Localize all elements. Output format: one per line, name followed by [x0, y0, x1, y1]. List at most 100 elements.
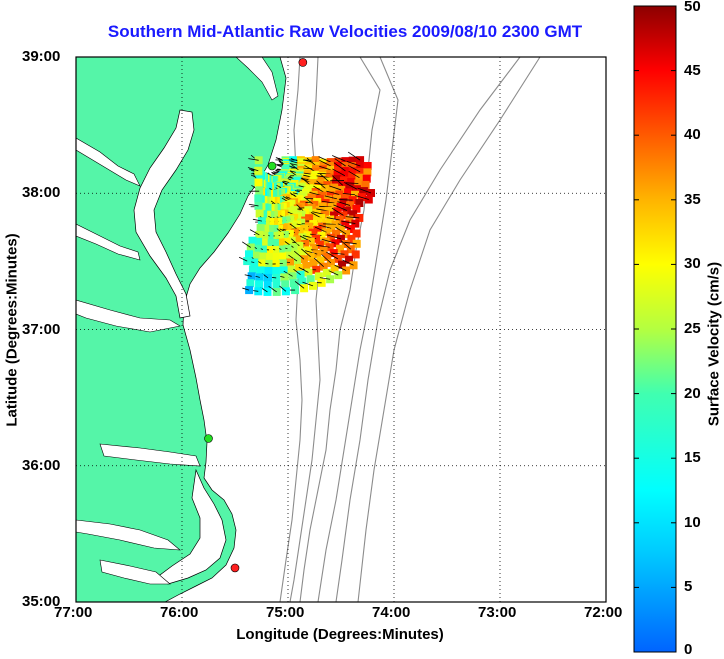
velocity-cell [256, 224, 265, 233]
velocity-vector [268, 285, 277, 293]
station-marker [298, 58, 308, 67]
velocity-cell [246, 279, 255, 288]
chesapeake-bay [133, 109, 195, 319]
velocity-cell [271, 266, 280, 275]
velocity-cell [362, 174, 371, 183]
velocity-cell [347, 234, 356, 243]
velocity-vector [298, 267, 309, 273]
lat-tick-label: 39:00 [22, 48, 61, 65]
velocity-vector [321, 200, 335, 204]
velocity-field [238, 151, 376, 296]
velocity-vector [321, 254, 332, 264]
velocity-vector [293, 250, 305, 260]
velocity-vector [318, 156, 331, 163]
velocity-vector [326, 251, 339, 260]
velocity-cell [265, 238, 274, 247]
velocity-vector [334, 264, 347, 271]
velocity-cell [359, 187, 368, 196]
velocity-vector [319, 224, 332, 229]
velocity-cell [254, 237, 263, 246]
velocity-vector [279, 285, 287, 292]
velocity-vector [345, 182, 359, 184]
chart-title: Southern Mid-Atlantic Raw Velocities 200… [107, 22, 583, 41]
velocity-vector [354, 195, 369, 200]
colorbar-tick-label: 25 [684, 320, 701, 337]
velocity-cell [272, 280, 281, 289]
velocity-cell [334, 166, 343, 175]
pamlico-sound [155, 468, 227, 585]
lat-tick-label: 37:00 [22, 320, 61, 338]
velocity-vector [242, 287, 250, 291]
velocity-vector [334, 158, 346, 167]
velocity-cell [309, 259, 318, 268]
velocity-cell [322, 268, 331, 277]
velocity-vector [321, 238, 336, 244]
velocity-vector [306, 157, 317, 167]
velocity-cell [344, 188, 353, 197]
velocity-cell [317, 222, 326, 231]
velocity-vector [341, 220, 356, 224]
velocity-cell [263, 280, 272, 289]
colorbar-tick-label: 5 [684, 578, 693, 596]
velocity-vector [293, 268, 301, 275]
velocity-cell [254, 194, 263, 203]
velocity-cell [261, 224, 270, 233]
velocity-cell [275, 224, 284, 233]
velocity-vector [331, 252, 345, 255]
velocity-vector [326, 234, 342, 240]
velocity-vector [342, 259, 354, 266]
velocity-vector [332, 155, 346, 162]
neuse-river [99, 559, 171, 585]
james-river [76, 299, 181, 333]
velocity-vector [337, 201, 351, 206]
velocity-vector [288, 254, 298, 262]
velocity-cell [297, 248, 306, 257]
colorbar-tick-label: 45 [684, 61, 701, 79]
velocity-cell [349, 210, 358, 219]
velocity-vector [303, 196, 315, 206]
velocity-cell [348, 162, 357, 170]
velocity-cell [264, 266, 273, 275]
velocity-vector [347, 151, 361, 161]
velocity-vector [324, 195, 338, 200]
velocity-cell [256, 266, 265, 275]
lon-tick-label: 77:00 [54, 604, 93, 621]
velocity-vector [284, 241, 294, 248]
velocity-vector [345, 216, 360, 219]
colorbar-tick-label: 30 [684, 255, 701, 273]
y-axis-label: Latitude (Degrees:Minutes) [3, 233, 21, 427]
lon-tick-label: 76:00 [160, 604, 199, 621]
velocity-cell [291, 250, 300, 259]
velocity-cell [313, 225, 322, 234]
velocity-cell [287, 236, 296, 245]
velocity-cell [248, 265, 257, 274]
velocity-cell [361, 180, 370, 189]
velocity-cell [289, 279, 298, 288]
velocity-cell [345, 255, 354, 264]
velocity-cell [258, 252, 267, 261]
velocity-cell [337, 260, 346, 269]
velocity-cell [303, 231, 312, 240]
velocity-cell [351, 250, 360, 259]
colorbar [633, 5, 677, 653]
colorbar-tick-label: 0 [684, 641, 693, 658]
velocity-cell [264, 252, 273, 261]
station-marker [267, 161, 277, 171]
lon-tick-label: 72:00 [584, 604, 623, 621]
velocity-vector [347, 165, 361, 173]
velocity-cell [251, 251, 260, 260]
velocity-cell [348, 156, 357, 165]
velocity-cell [316, 256, 325, 265]
velocity-vector [332, 168, 346, 177]
velocity-cell [345, 183, 354, 192]
velocity-vector [248, 203, 259, 207]
velocity-vector [357, 187, 372, 194]
velocity-vector [348, 170, 360, 179]
velocity-cell [255, 209, 264, 218]
velocity-vector [343, 182, 358, 190]
radar-stations [204, 58, 308, 573]
velocity-vector [301, 248, 311, 258]
lon-tick-label: 75:00 [266, 604, 305, 621]
velocity-vector [249, 229, 260, 236]
